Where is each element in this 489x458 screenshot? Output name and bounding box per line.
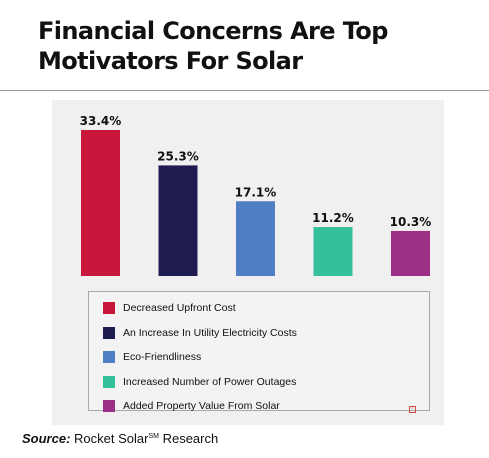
legend-swatch-4 <box>103 375 115 388</box>
bar-4 <box>313 227 353 276</box>
bar-value-label-1: 33.4% <box>80 114 122 128</box>
source-label: Source: <box>22 431 71 446</box>
legend-item-3: Eco-Friendliness <box>103 345 429 370</box>
chart-title-line-2: Motivators For Solar <box>38 47 303 75</box>
legend-swatch-5 <box>103 400 115 413</box>
bars-layer: 33.4% 25.3% 17.1% 11.2% 10.3% <box>80 114 432 276</box>
source-name: Rocket Solar <box>74 431 149 446</box>
bar-3 <box>236 201 275 276</box>
legend-label-5: Added Property Value From Solar <box>123 400 280 413</box>
legend-item-1: Decreased Upfront Cost <box>103 296 429 321</box>
legend-swatch-2 <box>103 326 115 339</box>
legend-label-3: Eco-Friendliness <box>123 351 202 364</box>
bar-value-label-3: 17.1% <box>235 185 277 199</box>
service-mark: SM <box>148 433 159 440</box>
legend-item-4: Increased Number of Power Outages <box>103 370 429 395</box>
source-line: Source: Rocket SolarSM Research <box>22 431 218 446</box>
bar-value-label-2: 25.3% <box>157 149 199 163</box>
legend-label-1: Decreased Upfront Cost <box>123 302 236 315</box>
source-suffix: Research <box>162 431 219 446</box>
bar-value-label-5: 10.3% <box>390 215 432 229</box>
chart-title: Financial Concerns Are Top Motivators Fo… <box>38 16 458 76</box>
legend-item-5: Added Property Value From Solar <box>103 394 429 419</box>
legend-item-2: An Increase In Utility Electricity Costs <box>103 321 429 346</box>
legend-label-4: Increased Number of Power Outages <box>123 375 297 388</box>
small-square-icon: ▫ <box>409 406 416 413</box>
bar-2 <box>158 165 198 276</box>
title-divider <box>0 90 489 91</box>
chart-legend: Decreased Upfront Cost An Increase In Uti… <box>88 291 430 413</box>
bar-value-label-4: 11.2% <box>312 211 354 225</box>
chart-title-line-1: Financial Concerns Are Top <box>38 17 388 45</box>
legend-swatch-1 <box>103 302 115 315</box>
bar-1 <box>81 130 120 276</box>
legend-label-2: An Increase In Utility Electricity Costs <box>123 326 297 339</box>
bar-5 <box>391 230 430 276</box>
legend-swatch-3 <box>103 351 115 364</box>
